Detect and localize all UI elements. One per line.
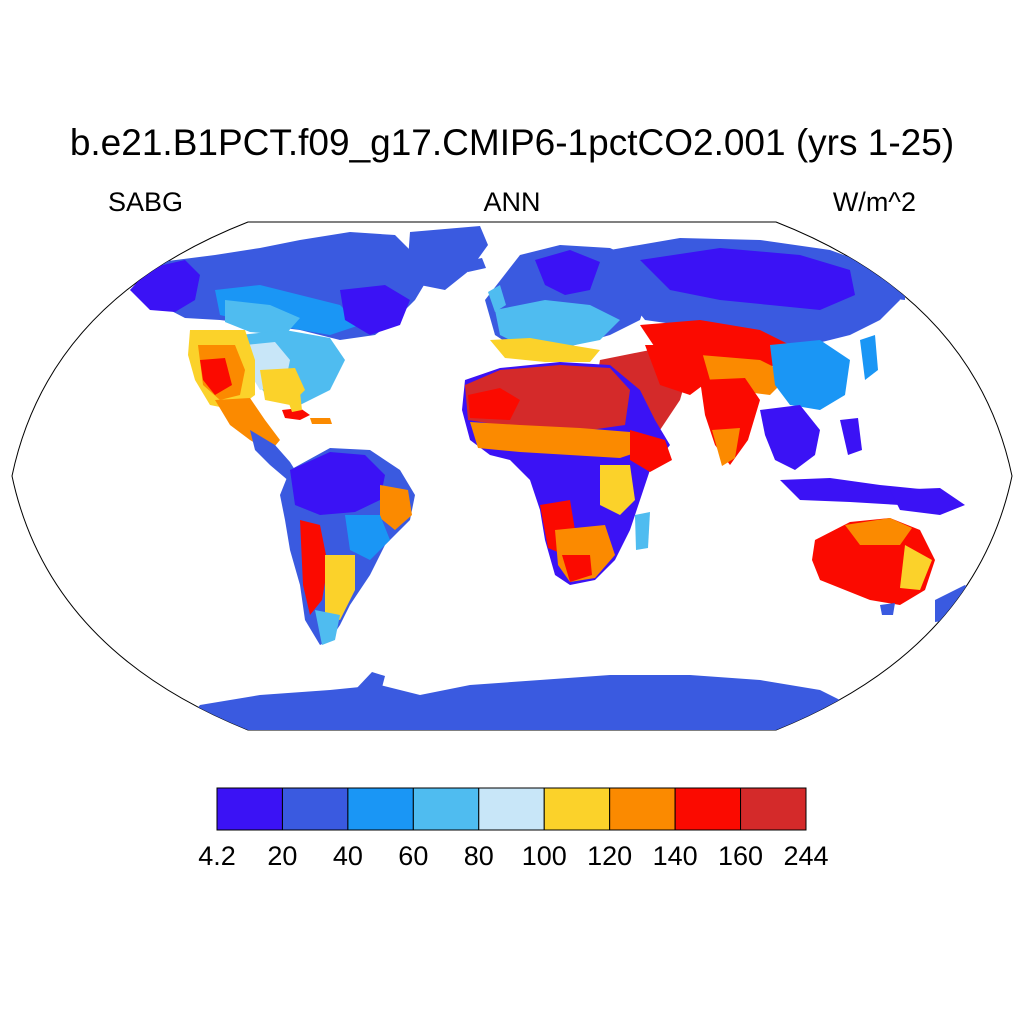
land-hudson-region	[215, 285, 360, 335]
season-label: ANN	[483, 187, 541, 217]
colorbar-label-0: 4.2	[198, 841, 236, 871]
land-argentina	[325, 555, 355, 620]
land-siberia	[640, 248, 855, 310]
land-tasmania	[880, 603, 895, 615]
land-canada-south	[225, 300, 300, 335]
land-andes	[300, 520, 328, 615]
units-label: W/m^2	[832, 187, 916, 217]
land-amazon	[290, 452, 385, 515]
colorbar-label-6: 120	[587, 841, 633, 871]
land-east-africa	[600, 465, 635, 515]
land-japan	[860, 335, 878, 380]
land-horn-of-africa	[630, 430, 672, 472]
land-central-europe	[495, 300, 620, 348]
land-sahel	[470, 422, 650, 458]
land-southeast-asia	[760, 405, 820, 470]
colorbar-label-5: 100	[521, 841, 567, 871]
land-central-america	[250, 430, 300, 482]
land-greenland-coast	[408, 226, 488, 290]
land-scandinavia	[535, 250, 600, 295]
land-canada-east	[340, 285, 410, 335]
colorbar-label-2: 40	[332, 841, 363, 871]
land-patagonia	[315, 610, 340, 645]
land-uk	[488, 285, 506, 312]
land-new-guinea	[890, 488, 965, 515]
land-brazil-east	[380, 485, 412, 530]
colorbar-label-1: 20	[267, 841, 298, 871]
land-iceland	[462, 258, 486, 272]
land-desert-southwest	[200, 358, 232, 395]
plot-title: b.e21.B1PCT.f09_g17.CMIP6-1pctCO2.001 (y…	[69, 122, 955, 163]
land-caribbean	[282, 408, 310, 420]
land-india	[700, 378, 760, 465]
land-antarctica	[180, 675, 880, 730]
land-india-south	[712, 428, 740, 466]
colorbar-label-3: 60	[398, 841, 429, 871]
land-australia-east	[900, 545, 932, 590]
land-china-east	[770, 340, 850, 410]
land-sahara-west	[468, 388, 520, 420]
land-antarctic-peninsula	[355, 672, 385, 695]
land-australia-north	[845, 518, 912, 545]
land-philippines	[840, 418, 862, 455]
land-mediterranean	[490, 338, 600, 362]
land-south-africa	[562, 555, 592, 582]
land-florida	[285, 392, 302, 412]
land-madagascar	[635, 512, 650, 550]
variable-label: SABG	[108, 187, 184, 217]
land-brazil-highlands	[345, 515, 390, 560]
colorbar-label-8: 160	[718, 841, 764, 871]
land-caribbean-east	[310, 418, 332, 424]
colorbar-label-7: 140	[652, 841, 698, 871]
colorbar-label-4: 80	[463, 841, 494, 871]
colorbar-label-9: 244	[783, 841, 829, 871]
land-iran	[645, 345, 710, 395]
